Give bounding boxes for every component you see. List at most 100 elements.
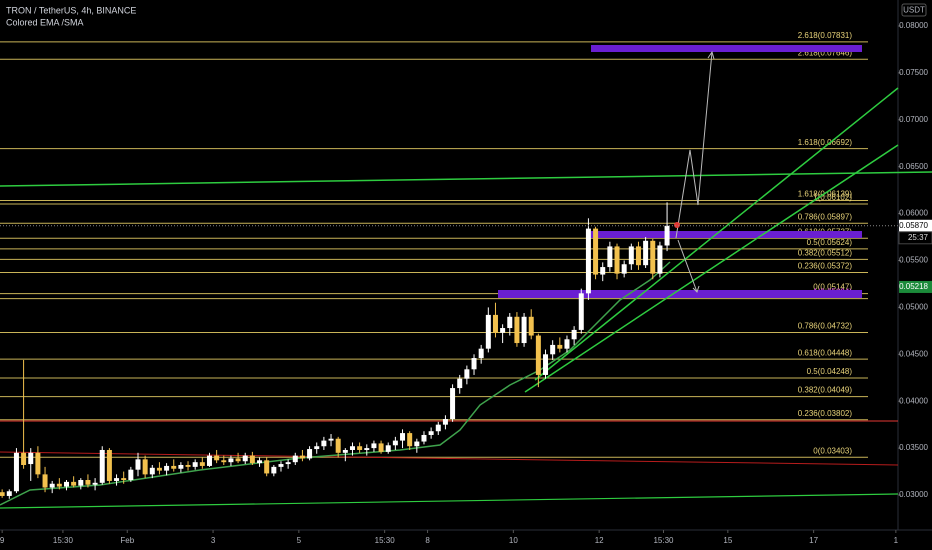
x-tick-label: 3 <box>211 536 216 545</box>
fib-level-label: 0(0.05147) <box>813 283 852 292</box>
candle-body <box>221 460 227 463</box>
fib-level-label: 0.786(0.05897) <box>798 212 853 221</box>
y-tick-label: 0.07000 <box>899 115 928 124</box>
x-tick-label: 15:30 <box>53 536 74 545</box>
trend-line <box>524 144 899 393</box>
price-marker-label: 0.05218 <box>899 282 928 291</box>
zone <box>591 45 862 52</box>
currency-box[interactable] <box>901 3 927 17</box>
fib-level-label: 0.5(0.04248) <box>807 367 853 376</box>
candle-body <box>557 344 563 349</box>
candle-body <box>156 467 162 471</box>
x-tick-label: 5 <box>297 536 302 545</box>
candle-body <box>13 452 19 492</box>
candle-body <box>321 440 327 447</box>
candle-body <box>114 478 120 481</box>
candle-body <box>585 228 591 294</box>
candle-body <box>349 446 355 450</box>
x-tick-label: Feb <box>120 536 134 545</box>
fib-level-label: 0.618(0.04448) <box>798 348 853 357</box>
candle-body <box>357 446 363 450</box>
fib-level-label: 0(0.03403) <box>813 446 852 455</box>
candle-body <box>492 314 498 333</box>
candle-body <box>442 419 448 425</box>
arrow-head <box>707 50 715 60</box>
candle-body <box>414 441 420 447</box>
fib-level-label: 1.618(0.06692) <box>798 138 853 147</box>
candle-body <box>257 460 263 464</box>
candle-body <box>49 483 55 488</box>
candle-body <box>550 344 556 355</box>
price-marker-tag <box>899 280 932 293</box>
candle-body <box>500 328 506 333</box>
candle-body <box>242 455 248 462</box>
candle-body <box>35 452 41 475</box>
candle-body <box>543 354 549 375</box>
countdown-label: 25:37 <box>908 233 929 242</box>
candle-body <box>385 445 391 452</box>
candle-body <box>99 449 105 483</box>
x-tick-label: 10 <box>509 536 518 545</box>
candle-body <box>535 335 541 375</box>
candle-body <box>614 246 620 274</box>
candle-body <box>507 316 513 329</box>
candle-body <box>92 482 98 485</box>
y-tick-label: 0.04500 <box>899 349 928 358</box>
candle-body <box>121 478 127 481</box>
x-tick-label: 15 <box>723 536 732 545</box>
candle-body <box>85 480 91 485</box>
candle-body <box>135 459 141 470</box>
candle-body <box>450 388 456 420</box>
candle-body <box>228 458 234 463</box>
fib-level-label: 0.236(0.05372) <box>798 262 853 271</box>
candle-body <box>593 228 599 275</box>
candle-body <box>342 449 348 453</box>
candle-body <box>56 483 62 487</box>
x-tick-label: 12 <box>595 536 604 545</box>
fib-level-label: 0.382(0.05512) <box>798 248 853 257</box>
candle-body <box>21 452 27 465</box>
candle-body <box>142 459 148 475</box>
candle-body <box>6 491 12 496</box>
candle-body <box>464 369 470 379</box>
projection-arrow <box>675 51 713 239</box>
candle-body <box>192 462 198 467</box>
marker-dot <box>674 222 680 228</box>
candle-body <box>42 474 48 488</box>
candle-body <box>628 246 634 265</box>
candle-body <box>657 245 663 274</box>
x-tick-label: 17 <box>809 536 818 545</box>
trend-line <box>0 171 932 187</box>
x-tick-label: 9 <box>0 536 5 545</box>
red-trend-line <box>0 451 899 466</box>
indicator-name: Colored EMA /SMA <box>6 17 84 27</box>
y-tick-label: 0.03500 <box>899 443 928 452</box>
candle-body <box>335 438 341 453</box>
candle-body <box>528 316 534 336</box>
trend-line <box>534 87 899 381</box>
candle-body <box>292 455 298 463</box>
currency[interactable]: USDT <box>903 6 925 15</box>
y-tick-label: 0.06500 <box>899 162 928 171</box>
y-tick-label: 0.08000 <box>899 21 928 30</box>
zone <box>498 290 862 298</box>
candle-body <box>285 462 291 465</box>
candle-body <box>71 481 77 486</box>
candle-body <box>299 455 305 459</box>
candle-body <box>521 316 527 344</box>
x-tick-label: 15:30 <box>375 536 396 545</box>
candle-body <box>199 462 205 466</box>
y-tick-label: 0.07500 <box>899 68 928 77</box>
candle-body <box>578 293 584 330</box>
candle-body <box>371 443 377 449</box>
candle-body <box>635 246 641 266</box>
candle-body <box>106 449 112 481</box>
candle-body <box>514 316 520 344</box>
candle-body <box>0 492 5 496</box>
fib-level-label: 0.786(0.04732) <box>798 322 853 331</box>
fib-level-label: 1(0.06102) <box>813 193 852 202</box>
candle-body <box>307 449 313 459</box>
candle-body <box>571 329 577 340</box>
y-tick-label: 0.05000 <box>899 303 928 312</box>
